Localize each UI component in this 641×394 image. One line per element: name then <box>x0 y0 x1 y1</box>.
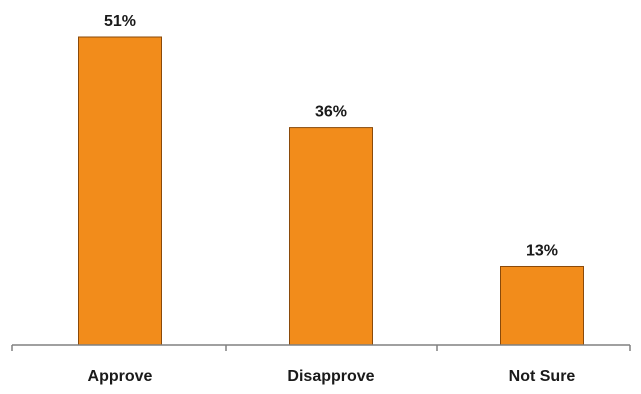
bars-group <box>78 36 584 346</box>
value-labels-group: 51% 36% 13% <box>104 13 558 259</box>
category-label-disapprove: Disapprove <box>287 368 374 385</box>
x-axis <box>11 344 631 351</box>
bar-disapprove <box>289 127 373 346</box>
bar-approve <box>78 36 162 346</box>
value-label-not-sure: 13% <box>526 242 558 259</box>
value-label-approve: 51% <box>104 13 136 30</box>
value-label-disapprove: 36% <box>315 104 347 121</box>
category-labels-group: Approve Disapprove Not Sure <box>88 368 576 385</box>
bar-not-sure <box>500 265 584 346</box>
category-label-approve: Approve <box>88 368 153 385</box>
category-label-not-sure: Not Sure <box>509 368 576 385</box>
